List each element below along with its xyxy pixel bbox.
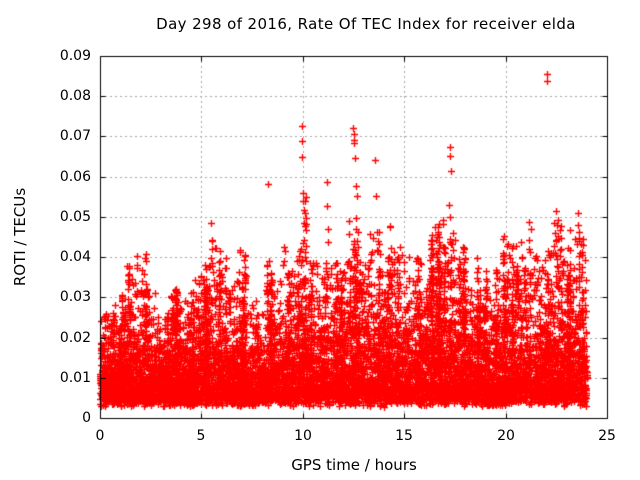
x-tick-label: 0 (95, 428, 105, 444)
y-tick-label: 0.08 (59, 88, 91, 104)
y-tick-label: 0.02 (59, 330, 91, 346)
y-tick-label: 0.07 (59, 128, 91, 144)
x-tick-label: 5 (196, 428, 206, 444)
x-tick-label: 15 (395, 428, 413, 444)
y-tick-label: 0.09 (59, 48, 91, 64)
y-tick-label: 0 (82, 410, 91, 426)
chart-title: Day 298 of 2016, Rate Of TEC Index for r… (156, 15, 576, 33)
y-tick-label: 0.03 (59, 289, 91, 305)
x-axis-label: GPS time / hours (291, 456, 417, 474)
y-tick-label: 0.06 (59, 169, 91, 185)
x-tick-label: 10 (294, 428, 312, 444)
x-tick-label: 25 (598, 428, 616, 444)
y-tick-label: 0.05 (59, 209, 91, 225)
x-tick-label: 20 (497, 428, 515, 444)
y-axis-label: ROTI / TECUs (11, 187, 29, 287)
y-tick-label: 0.04 (59, 249, 91, 265)
y-tick-label: 0.01 (59, 370, 91, 386)
